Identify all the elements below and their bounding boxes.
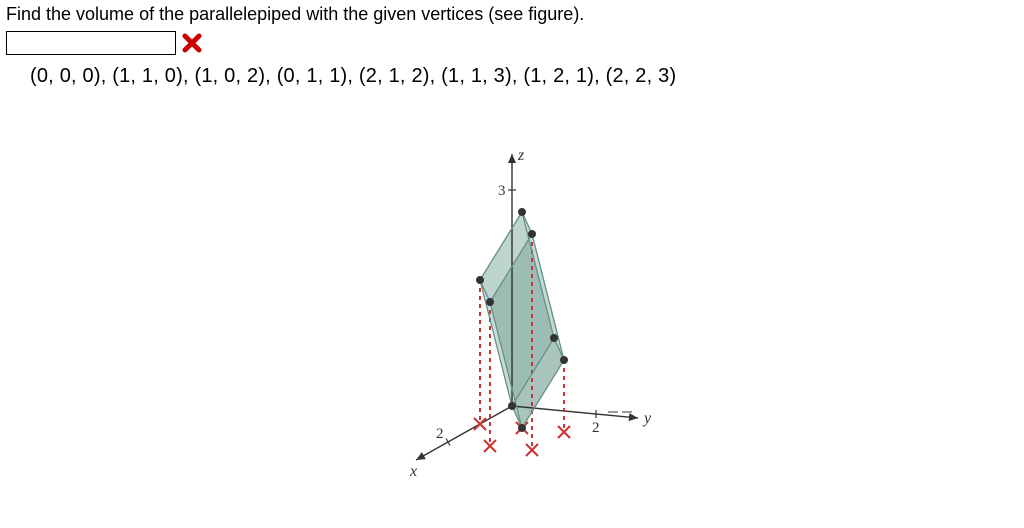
svg-text:2: 2 <box>436 426 444 442</box>
vertices-list: (0, 0, 0), (1, 1, 0), (1, 0, 2), (0, 1, … <box>30 65 1018 88</box>
svg-text:x: x <box>409 463 417 480</box>
svg-text:2: 2 <box>592 420 600 436</box>
question-prompt: Find the volume of the parallelepiped wi… <box>6 4 1018 25</box>
svg-text:y: y <box>642 410 652 427</box>
answer-input[interactable] <box>6 31 176 55</box>
svg-text:3: 3 <box>498 183 506 199</box>
incorrect-icon <box>182 33 202 53</box>
parallelepiped-figure: 3 2 2 z y x <box>362 106 662 486</box>
svg-text:z: z <box>517 147 525 164</box>
answer-row <box>6 31 1018 55</box>
